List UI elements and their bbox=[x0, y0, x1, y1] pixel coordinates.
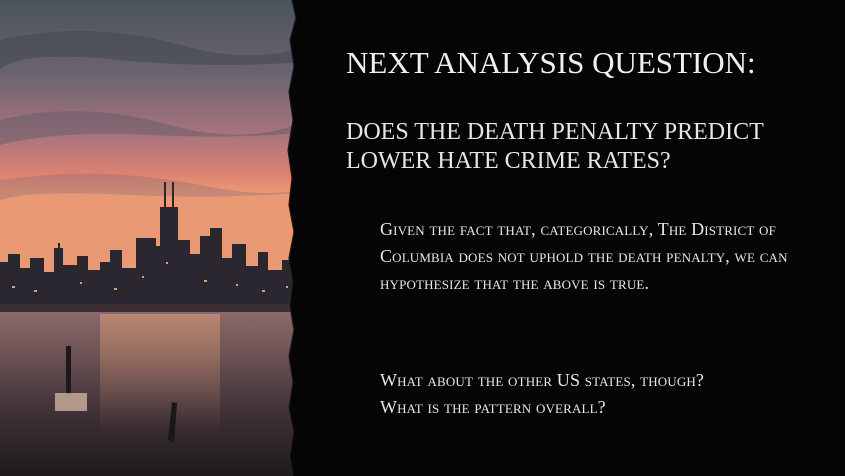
follow-up-line-2: What is the pattern overall? bbox=[380, 397, 606, 417]
subheading-line-2: LOWER HATE CRIME RATES? bbox=[346, 148, 671, 174]
follow-up-paragraph: What about the other US states, though? … bbox=[380, 367, 820, 421]
follow-up-line-1: What about the other US states, though? bbox=[380, 370, 705, 390]
slide-heading: NEXT ANALYSIS QUESTION: bbox=[346, 45, 756, 80]
subheading-line-1: DOES THE DEATH PENALTY PREDICT bbox=[346, 119, 764, 145]
hypothesis-paragraph: Given the fact that, categorically, The … bbox=[380, 219, 788, 293]
slide-subheading: DOES THE DEATH PENALTY PREDICT LOWER HAT… bbox=[346, 118, 826, 176]
